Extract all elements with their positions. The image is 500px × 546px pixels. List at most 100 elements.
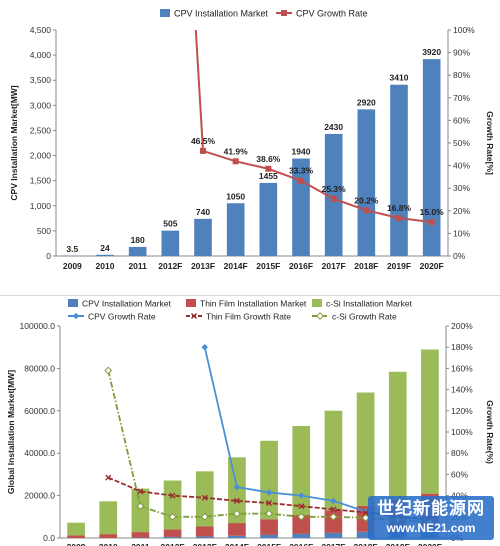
legend-marker-2 bbox=[316, 312, 324, 320]
y2-tick-label: 90% bbox=[453, 48, 470, 58]
bar-segment-0 bbox=[324, 532, 343, 538]
y-axis-title: CPV Installation Market[MW] bbox=[9, 85, 19, 200]
bar-segment-0 bbox=[356, 531, 375, 538]
x-tick-label: 2016F bbox=[289, 542, 313, 546]
y-tick-label: 3,500 bbox=[30, 75, 52, 85]
bar-cpv-market bbox=[227, 203, 245, 256]
bar-segment-2 bbox=[292, 425, 311, 516]
y2-axis-title: Growth Rate[%] bbox=[485, 111, 495, 175]
y-tick-label: 2,000 bbox=[30, 151, 52, 161]
bar-cpv-market bbox=[260, 183, 278, 256]
point-growth-3 bbox=[298, 492, 305, 499]
bar-segment-1 bbox=[228, 523, 246, 536]
y-tick-label: 0 bbox=[46, 251, 51, 261]
x-tick-label: 2020F bbox=[418, 542, 442, 546]
point-cpv-growth bbox=[200, 148, 206, 154]
point-growth-4 bbox=[362, 509, 369, 516]
point-growth-5 bbox=[329, 512, 338, 521]
line-data-label: 33.3% bbox=[289, 166, 314, 176]
x-tick-label: 2009 bbox=[63, 261, 82, 271]
y2-tick-label: 20% bbox=[453, 206, 470, 216]
legend-swatch-cpv-market bbox=[160, 9, 170, 17]
point-growth-3 bbox=[233, 483, 241, 491]
bar-segment-0 bbox=[260, 534, 278, 538]
y-tick-label: 20000.0 bbox=[24, 491, 55, 501]
bar-cpv-market bbox=[358, 109, 376, 256]
line-data-label: 38.6% bbox=[256, 154, 281, 164]
watermark-line1: 世纪新能源网 bbox=[377, 499, 485, 518]
bar-cpv-market bbox=[325, 134, 343, 256]
bar-segment-1 bbox=[99, 534, 118, 538]
point-cpv-growth bbox=[429, 219, 435, 225]
y2-tick-label: 30% bbox=[453, 183, 470, 193]
point-growth-4 bbox=[233, 497, 240, 504]
y-tick-label: 3,000 bbox=[30, 100, 52, 110]
bar-segment-0 bbox=[228, 535, 246, 538]
cpv-market-chart: CPV Installation Market CPV Growth Rate 0 5… bbox=[0, 0, 500, 290]
point-growth-5 bbox=[265, 509, 273, 518]
y2-tick-label: 140% bbox=[451, 385, 473, 395]
legend-label-line-1: Thin Film Growth Rate bbox=[206, 312, 291, 322]
bar-segment-2 bbox=[163, 480, 182, 530]
point-growth-4 bbox=[137, 488, 144, 495]
y-tick-label: 1,500 bbox=[30, 176, 52, 186]
x-tick-label: 2009 bbox=[67, 542, 86, 546]
point-growth-5 bbox=[136, 502, 145, 511]
chart-divider bbox=[0, 295, 500, 296]
legend-label-line-0: CPV Growth Rate bbox=[88, 312, 156, 322]
point-cpv-growth bbox=[298, 178, 304, 184]
y-tick-label: 1,000 bbox=[30, 201, 52, 211]
x-tick-label: 2018F bbox=[354, 542, 378, 546]
x-tick-label: 2011 bbox=[131, 542, 150, 546]
bar-segment-2 bbox=[356, 392, 375, 506]
y-tick-label: 500 bbox=[37, 226, 51, 236]
x-tick-label: 2015F bbox=[257, 542, 281, 546]
y-tick-label: 80000.0 bbox=[24, 363, 55, 373]
point-growth-5 bbox=[168, 512, 177, 521]
y2-tick-label: 0% bbox=[453, 251, 466, 261]
bar-segment-2 bbox=[260, 440, 278, 520]
x-tick-label: 2017F bbox=[321, 542, 345, 546]
y2-tick-label: 70% bbox=[453, 93, 470, 103]
bar-data-label: 3920 bbox=[422, 47, 441, 57]
point-cpv-growth bbox=[265, 166, 271, 172]
bar-segment-1 bbox=[131, 532, 150, 538]
line-cpv-growth bbox=[196, 30, 432, 222]
y2-axis-title: Growth Rate(%) bbox=[485, 400, 495, 464]
bar-cpv-market bbox=[162, 231, 180, 256]
x-tick-label: 2014F bbox=[225, 542, 249, 546]
x-tick-label: 2020F bbox=[420, 261, 444, 271]
y-tick-label: 2,500 bbox=[30, 125, 52, 135]
x-tick-label: 2019F bbox=[386, 542, 410, 546]
bar-segment-1 bbox=[195, 526, 214, 537]
bar-segment-0 bbox=[195, 536, 214, 538]
bar-data-label: 1940 bbox=[292, 147, 311, 157]
y-tick-label: 4,500 bbox=[30, 25, 52, 35]
bar-cpv-market bbox=[129, 247, 147, 256]
point-growth-5 bbox=[297, 512, 306, 521]
y2-tick-label: 100% bbox=[451, 427, 473, 437]
bar-segment-2 bbox=[99, 501, 118, 535]
line-data-label: 41.9% bbox=[224, 146, 249, 156]
bar-segment-1 bbox=[260, 519, 278, 535]
point-growth-3 bbox=[265, 489, 273, 496]
y-tick-label: 100000.0 bbox=[20, 321, 56, 331]
point-growth-4 bbox=[266, 500, 273, 507]
bar-segment-1 bbox=[163, 529, 182, 537]
watermark-line2: www.NE21.com bbox=[386, 521, 476, 535]
legend-label-bar-2: c-Si Installation Market bbox=[326, 299, 413, 309]
x-tick-label: 2016F bbox=[289, 261, 313, 271]
point-cpv-growth bbox=[233, 158, 239, 164]
bar-data-label: 3410 bbox=[390, 73, 409, 83]
y2-tick-label: 100% bbox=[453, 25, 475, 35]
point-growth-4 bbox=[169, 492, 176, 499]
legend-marker-1 bbox=[191, 313, 197, 319]
y2-tick-label: 50% bbox=[453, 138, 470, 148]
bar-segment-0 bbox=[292, 533, 311, 538]
bar-data-label: 24 bbox=[100, 243, 110, 253]
y2-tick-label: 180% bbox=[451, 342, 473, 352]
point-cpv-growth bbox=[331, 196, 337, 202]
point-growth-4 bbox=[330, 506, 337, 513]
bar-segment-2 bbox=[324, 410, 343, 511]
bar-data-label: 2430 bbox=[324, 122, 343, 132]
